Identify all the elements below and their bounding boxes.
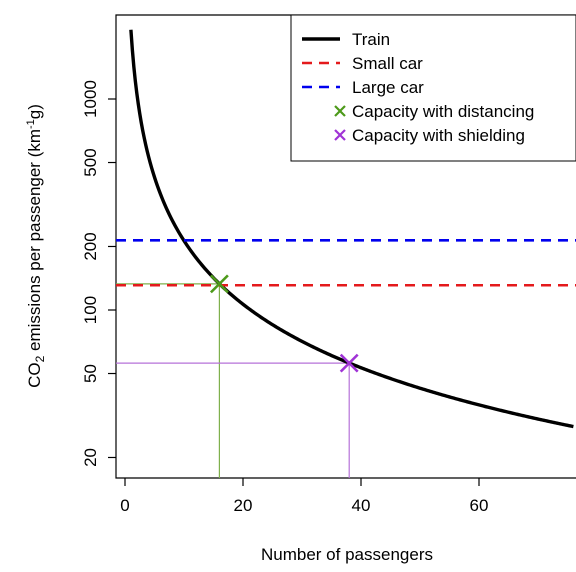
marker-capacity-with-distancing [209,274,229,294]
legend-marker [334,105,346,117]
legend-label: Capacity with shielding [352,126,525,145]
markers [209,274,359,373]
x-tick-label: 20 [234,496,253,515]
legend-label: Capacity with distancing [352,102,534,121]
y-tick-label: 100 [81,296,100,324]
x-axis-title: Number of passengers [261,545,433,564]
marker-stroke [339,353,359,373]
series-lines [116,29,576,429]
y-tick-label: 1000 [81,80,100,118]
legend-label: Small car [352,54,423,73]
y-axis-title: CO2 emissions per passenger (km-1g) [25,104,47,388]
x-tick-label: 60 [470,496,489,515]
legend-item: Capacity with distancing [334,102,534,121]
legend-item: Train [302,30,390,49]
legend-item: Large car [302,78,424,97]
series-line-train [129,29,574,429]
legend: Train Small car Large car Capacity with dis… [290,14,576,162]
y-tick-label: 500 [81,148,100,176]
legend-label: Large car [352,78,424,97]
y-tick-label: 20 [81,448,100,467]
x-tick-label: 40 [352,496,371,515]
y-axis-title-post: g) [25,104,44,119]
marker-stroke [209,274,229,294]
legend-item: Small car [302,54,423,73]
y-axis: 20 50 100 200 500 1000 [81,80,116,467]
guide-lines [116,283,350,478]
y-axis-title-sup: -1 [25,119,37,129]
legend-marker [334,129,346,141]
marker-capacity-with-shielding [339,353,359,373]
x-axis: 0 20 40 60 [120,478,488,515]
y-tick-label: 200 [81,232,100,260]
y-tick-label: 50 [81,364,100,383]
y-axis-title-pre: CO [25,362,44,388]
y-axis-title-mid: emissions per passenger (km [25,129,44,356]
x-tick-label: 0 [120,496,129,515]
legend-item: Capacity with shielding [334,126,525,145]
y-axis-title-sub: 2 [33,355,47,362]
legend-label: Train [352,30,390,49]
